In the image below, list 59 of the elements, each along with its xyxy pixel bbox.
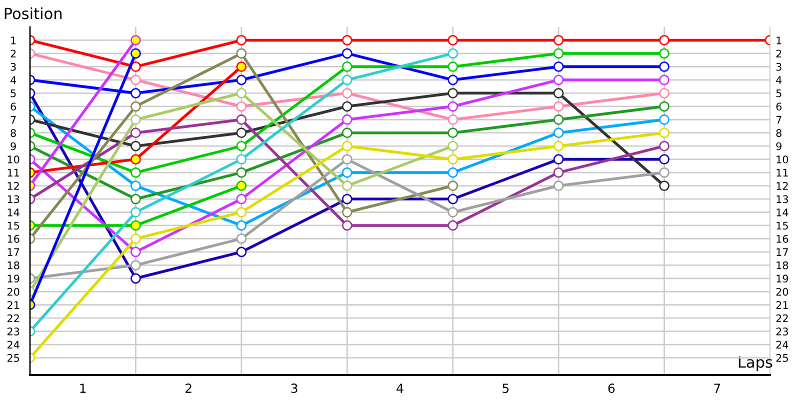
y-tick-label: 1 <box>11 36 16 44</box>
y2-tick-label: 16 <box>776 234 788 243</box>
y2-tick-label: 3 <box>776 62 782 71</box>
y2-tick-label: 8 <box>776 129 782 137</box>
y2-tick-label: 24 <box>776 340 788 349</box>
y-tick-label: 6 <box>10 102 16 110</box>
y-tick-label: 3 <box>10 62 16 71</box>
y-axis-title: Position <box>4 7 62 20</box>
y2-tick-label: 17 <box>776 248 788 256</box>
y2-tick-label: 10 <box>776 156 788 164</box>
y-tick-label: 21 <box>7 301 19 309</box>
y2-tick-label: 21 <box>776 301 788 309</box>
y-tick-label: 4 <box>10 76 16 84</box>
y2-tick-label: 12 <box>776 182 788 190</box>
y-tick-label: 7 <box>10 116 16 124</box>
x-tick-label: 4 <box>396 384 404 393</box>
y-tick-label: 2 <box>10 50 16 58</box>
y-tick-label: 16 <box>8 234 20 243</box>
y2-tick-label: 4 <box>776 76 782 84</box>
y2-tick-label: 20 <box>776 288 788 296</box>
y2-tick-label: 14 <box>776 208 788 216</box>
y-tick-label: 15 <box>8 222 20 230</box>
y-tick-label: 5 <box>10 90 16 98</box>
y2-tick-label: 1 <box>776 36 782 44</box>
y-tick-label: 20 <box>7 288 20 296</box>
y2-tick-label: 2 <box>776 50 782 58</box>
y-tick-label: 22 <box>7 314 19 322</box>
y-tick-label: 17 <box>8 248 20 256</box>
x-tick-label: 1 <box>80 384 86 393</box>
y2-tick-label: 23 <box>776 328 788 336</box>
y-tick-label: 24 <box>7 340 20 349</box>
y2-tick-label: 25 <box>776 354 788 362</box>
y2-tick-label: 15 <box>776 222 788 230</box>
y-tick-label: 25 <box>7 354 20 362</box>
y-tick-label: 11 <box>8 168 19 177</box>
y-tick-label: 8 <box>10 129 16 137</box>
y-tick-label: 18 <box>8 261 20 270</box>
y-tick-label: 9 <box>10 142 16 150</box>
x-tick-label: 2 <box>186 384 192 393</box>
y2-tick-label: 18 <box>776 261 788 270</box>
y-tick-label: 13 <box>8 195 20 204</box>
x-axis-title: Laps <box>738 356 772 371</box>
y-tick-label: 19 <box>8 274 20 283</box>
x-tick-label: 6 <box>608 384 615 394</box>
y2-tick-label: 7 <box>776 116 782 124</box>
x-tick-label: 7 <box>714 384 720 393</box>
y-tick-label: 23 <box>7 328 20 336</box>
y2-tick-label: 5 <box>776 90 782 98</box>
y-tick-label: 12 <box>8 182 19 190</box>
y-tick-label: 14 <box>8 208 20 216</box>
y2-tick-label: 9 <box>776 142 782 150</box>
y2-tick-label: 22 <box>776 314 788 322</box>
x-tick-label: 3 <box>291 384 298 394</box>
y2-tick-label: 13 <box>776 195 788 204</box>
y2-tick-label: 6 <box>776 102 782 110</box>
x-tick-label: 5 <box>502 384 509 394</box>
y2-tick-label: 11 <box>776 168 788 177</box>
y-tick-label: 10 <box>8 156 20 164</box>
y2-tick-label: 19 <box>776 274 788 283</box>
